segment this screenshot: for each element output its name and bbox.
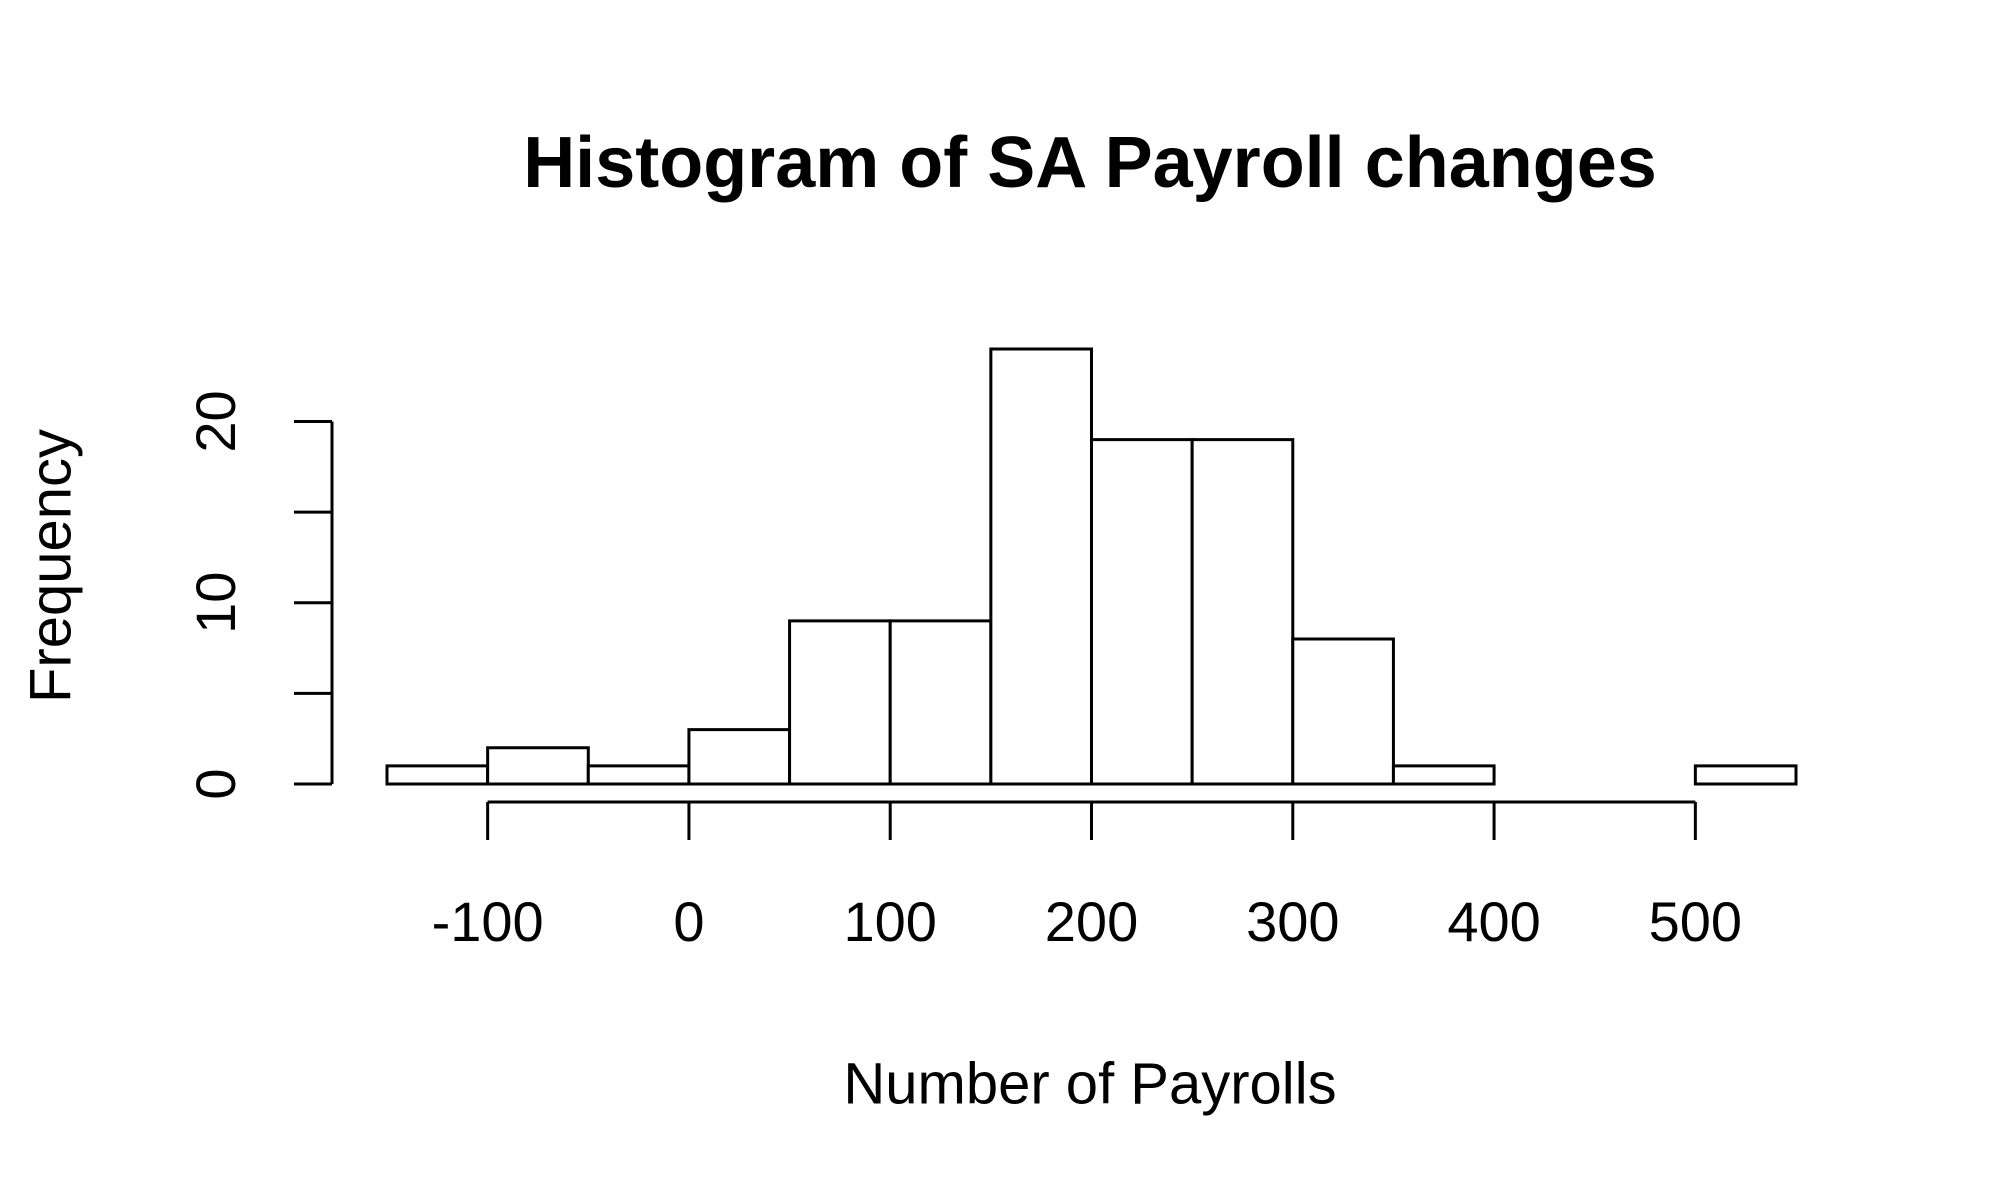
histogram-bar	[1391, 764, 1496, 786]
x-tick-label: 200	[1045, 890, 1138, 953]
histogram-bar	[1190, 438, 1295, 786]
histogram-bar	[1693, 764, 1798, 786]
x-tick-label: 300	[1246, 890, 1339, 953]
y-tick-label: 20	[184, 390, 247, 452]
histogram-bar	[1291, 637, 1395, 786]
histogram-bar	[385, 764, 490, 786]
plot-area: 0 10 20 -100 0 100 200 300 400 500	[184, 347, 1798, 953]
y-tick-label: 0	[184, 768, 247, 799]
chart-title: Histogram of SA Payroll changes	[523, 123, 1657, 203]
x-tick-label: 0	[673, 890, 704, 953]
histogram-bar	[1090, 438, 1194, 786]
histogram-bar	[586, 764, 691, 786]
histogram-bar	[888, 619, 993, 786]
histogram-bar	[788, 619, 892, 786]
x-tick-label: -100	[432, 890, 544, 953]
x-tick-label: 100	[843, 890, 936, 953]
y-axis-label: Frequency	[18, 429, 83, 703]
x-tick-label: 400	[1447, 890, 1540, 953]
x-tick-label: 500	[1649, 890, 1742, 953]
x-axis-label: Number of Payrolls	[843, 1051, 1336, 1116]
y-tick-label: 10	[184, 572, 247, 634]
histogram-bar	[486, 746, 590, 786]
histogram-bar	[687, 728, 792, 786]
histogram-bar	[989, 347, 1093, 786]
